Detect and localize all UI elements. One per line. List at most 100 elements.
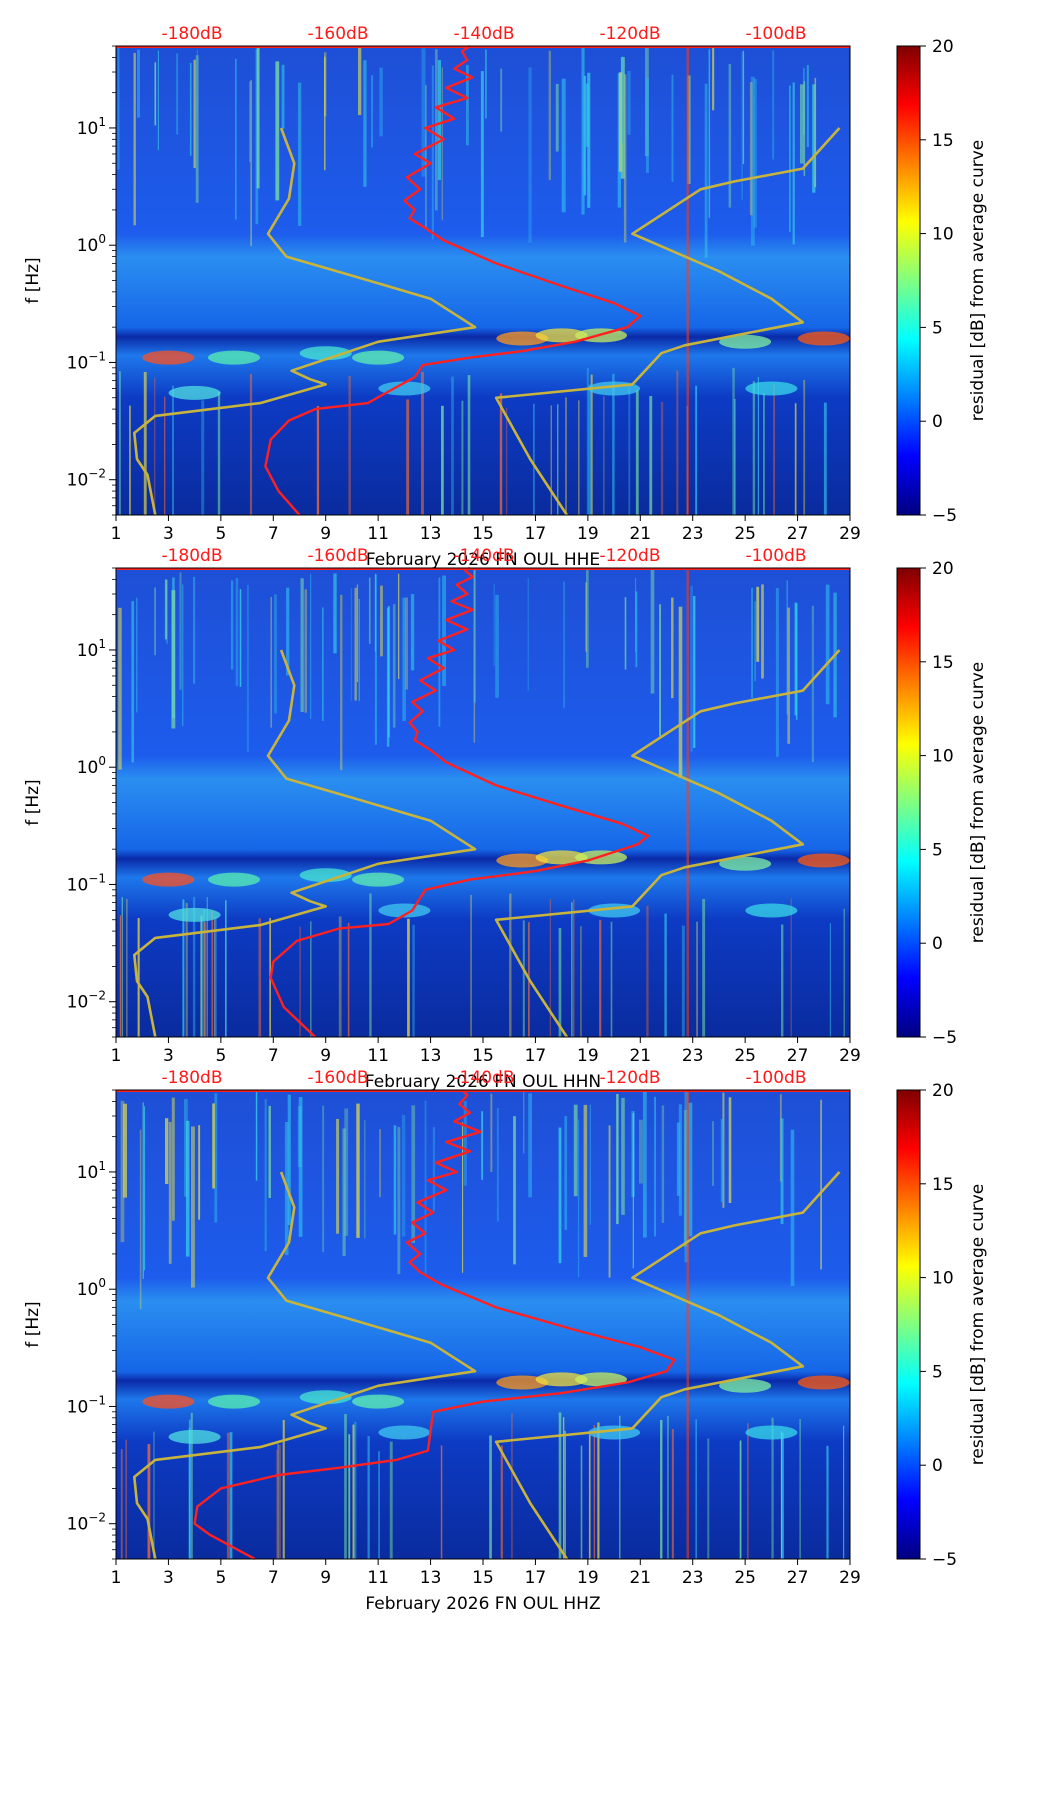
hf-streak (687, 75, 691, 184)
lf-streak (732, 367, 735, 515)
x-tick-label: 11 (367, 1046, 389, 1066)
hf-streak (790, 1129, 795, 1287)
hf-streak (123, 1103, 127, 1198)
top-db-label: -160dB (307, 24, 368, 44)
top-db-label: -120dB (599, 1068, 660, 1088)
event-line (686, 568, 689, 1037)
hf-streak (165, 1118, 169, 1184)
lf-streak (137, 918, 140, 1037)
hf-streak (368, 577, 371, 644)
hf-streak (621, 1097, 625, 1215)
lf-streak (671, 1429, 674, 1559)
lf-streak (225, 900, 227, 1037)
lf-streak (338, 916, 342, 1037)
y-tick-label: 100 (77, 232, 106, 256)
y-tick-label: 101 (77, 115, 106, 139)
hf-streak (741, 51, 743, 200)
hf-streak (356, 1103, 360, 1238)
hf-streak (154, 62, 157, 126)
x-tick-label: 5 (215, 1568, 226, 1588)
lf-streak (660, 401, 664, 515)
hf-streak (742, 50, 745, 164)
lf-streak (780, 1431, 782, 1559)
hf-streak (379, 67, 383, 137)
hf-streak (463, 1101, 467, 1186)
top-db-label: -120dB (599, 546, 660, 566)
hf-streak (404, 597, 408, 690)
hf-streak (230, 580, 234, 670)
hf-streak (168, 1121, 172, 1264)
y-tick-label: 10−1 (67, 349, 106, 373)
lf-streak (573, 899, 575, 1037)
top-db-label: -180dB (161, 24, 222, 44)
hf-streak (753, 78, 757, 228)
hf-streak (589, 1104, 591, 1225)
hf-streak (558, 1127, 562, 1264)
lf-streak (597, 1422, 600, 1559)
y-tick-label: 10−1 (67, 1393, 106, 1417)
hf-streak (462, 1122, 464, 1273)
average-psd-curve (264, 45, 642, 516)
energy-patch (719, 856, 772, 871)
energy-patch (797, 331, 850, 346)
x-tick-label: 29 (839, 1046, 861, 1066)
lf-streak (790, 898, 792, 1037)
colorbar-tick-label: 20 (932, 37, 954, 57)
lf-streak (667, 1415, 669, 1559)
x-tick-label: 3 (163, 1568, 174, 1588)
lf-streak (578, 400, 580, 515)
lf-streak (565, 397, 567, 515)
hf-streak (139, 1129, 142, 1310)
y-tick-label: 101 (77, 637, 106, 661)
colorbar-tick-label: 0 (932, 1456, 943, 1476)
lf-streak (310, 921, 312, 1037)
hf-streak (198, 1125, 201, 1220)
hf-streak (142, 1102, 144, 1279)
lf-streak (757, 377, 759, 515)
y-tick-label: 100 (77, 1276, 106, 1300)
energy-patch (168, 907, 221, 922)
hf-streak (523, 1090, 525, 1154)
colorbar-tick-label: 10 (932, 1269, 954, 1289)
hf-streak (678, 1104, 682, 1216)
energy-patch (378, 1425, 431, 1440)
x-axis-label: February 2026 FN OUL HHN (365, 1072, 601, 1092)
lf-streak (348, 1434, 351, 1559)
lf-streak (593, 1425, 595, 1559)
lf-streak (500, 1445, 503, 1559)
lf-streak (276, 1449, 278, 1559)
hf-streak (184, 1099, 188, 1197)
colorbar-tick-label: 5 (932, 840, 943, 860)
energy-patch (352, 1394, 405, 1409)
colorbar-tick-label: −5 (932, 506, 957, 526)
hf-streak (693, 596, 696, 748)
hf-streak (193, 576, 196, 684)
hf-streak (683, 1110, 688, 1247)
y-tick-label: 100 (77, 754, 106, 778)
noise-model-high-curve (494, 649, 841, 1038)
hf-streak (185, 1120, 190, 1257)
hf-streak (324, 56, 326, 171)
energy-patch (496, 853, 549, 868)
hf-streak (585, 582, 587, 652)
hf-streak (380, 585, 383, 657)
top-db-label: -160dB (307, 1068, 368, 1088)
x-tick-label: 27 (787, 1046, 809, 1066)
hf-streak (712, 1121, 714, 1186)
hf-streak (350, 587, 352, 702)
lf-streak (120, 1449, 123, 1559)
hf-streak (678, 606, 683, 778)
spectrogram-background (116, 568, 850, 1037)
lf-streak (352, 1424, 355, 1559)
hf-streak (684, 1091, 689, 1263)
lf-streak (229, 1432, 233, 1559)
hf-streak (398, 573, 400, 679)
hf-streak (528, 1093, 532, 1198)
colorbar-tick-label: −5 (932, 1028, 957, 1048)
hf-streak (196, 49, 198, 114)
hf-streak (794, 602, 797, 716)
lf-streak (406, 399, 410, 515)
hf-streak (720, 1118, 724, 1203)
x-tick-label: 15 (472, 524, 494, 544)
x-tick-label: 25 (734, 524, 756, 544)
